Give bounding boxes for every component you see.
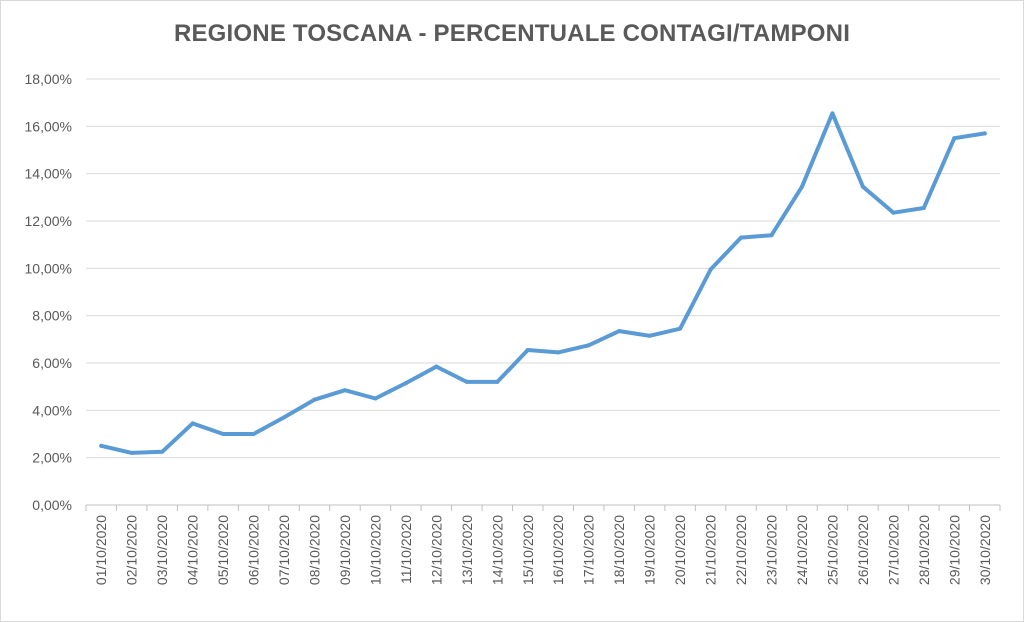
- x-tick-label: 09/10/2020: [337, 515, 353, 585]
- x-tick-label: 29/10/2020: [946, 515, 962, 585]
- x-tick-label: 16/10/2020: [550, 515, 566, 585]
- data-point: [708, 267, 713, 272]
- x-tick-label: 30/10/2020: [977, 515, 993, 585]
- data-point: [860, 184, 865, 189]
- data-point: [830, 111, 835, 116]
- data-point: [799, 184, 804, 189]
- x-tick-label: 18/10/2020: [611, 515, 627, 585]
- data-point: [251, 432, 256, 436]
- data-point: [221, 432, 226, 436]
- x-tick-label: 11/10/2020: [398, 515, 414, 584]
- x-tick-label: 13/10/2020: [459, 515, 475, 585]
- data-point: [129, 450, 134, 455]
- data-point: [99, 443, 104, 448]
- data-point: [282, 415, 287, 420]
- x-axis: [85, 504, 1001, 511]
- x-tick-label: 01/10/2020: [93, 515, 109, 585]
- data-point: [190, 421, 195, 426]
- x-tick-label: 20/10/2020: [672, 515, 688, 585]
- data-point: [678, 326, 683, 331]
- x-tick-label: 08/10/2020: [307, 515, 323, 585]
- x-tick-label: 24/10/2020: [794, 515, 810, 585]
- x-tick-label: 26/10/2020: [855, 515, 871, 585]
- x-tick-label: 07/10/2020: [276, 515, 292, 585]
- y-tick-label: 12,00%: [25, 213, 72, 229]
- y-tick-label: 0,00%: [32, 497, 72, 513]
- y-tick-label: 14,00%: [25, 166, 72, 182]
- data-point: [342, 388, 347, 393]
- y-axis-tick-labels: 0,00% 2,00% 4,00% 6,00% 8,00% 10,00% 12,00% 14,…: [25, 71, 72, 513]
- y-tick-label: 8,00%: [32, 308, 72, 324]
- x-tick-label: 10/10/2020: [367, 515, 383, 585]
- x-tick-label: 21/10/2020: [703, 515, 719, 585]
- x-tick-label: 25/10/2020: [824, 515, 840, 585]
- data-point: [586, 343, 591, 348]
- data-point: [312, 397, 317, 402]
- x-tick-label: 14/10/2020: [489, 515, 505, 585]
- x-tick-label: 12/10/2020: [428, 515, 444, 585]
- data-point: [982, 131, 987, 136]
- x-tick-label: 19/10/2020: [642, 515, 658, 585]
- y-tick-label: 2,00%: [32, 450, 72, 466]
- data-point: [525, 347, 530, 352]
- x-tick-label: 22/10/2020: [733, 515, 749, 585]
- y-tick-label: 4,00%: [32, 402, 72, 418]
- gridlines: [86, 78, 1000, 459]
- series-line-group: [99, 111, 987, 455]
- data-point: [952, 136, 957, 141]
- x-tick-label: 15/10/2020: [520, 515, 536, 585]
- data-point: [373, 396, 378, 401]
- data-point: [739, 235, 744, 240]
- data-point: [434, 364, 439, 369]
- data-point: [495, 379, 500, 384]
- y-tick-label: 16,00%: [25, 118, 72, 134]
- data-point: [921, 205, 926, 210]
- x-tick-label: 23/10/2020: [764, 515, 780, 585]
- y-tick-label: 6,00%: [32, 355, 72, 371]
- x-axis-tick-labels: 01/10/2020 02/10/2020 03/10/2020 04/10/2020…: [93, 515, 993, 585]
- x-tick-label: 17/10/2020: [581, 515, 597, 585]
- series-line: [99, 111, 987, 455]
- y-tick-label: 10,00%: [25, 260, 72, 276]
- data-point: [160, 449, 165, 454]
- x-tick-label: 05/10/2020: [215, 515, 231, 585]
- data-point: [647, 333, 652, 338]
- data-point: [617, 329, 622, 334]
- data-point: [891, 210, 896, 215]
- data-point: [464, 379, 469, 384]
- x-tick-label: 03/10/2020: [154, 515, 170, 585]
- y-tick-label: 18,00%: [25, 71, 72, 87]
- x-tick-label: 04/10/2020: [185, 515, 201, 585]
- x-tick-label: 28/10/2020: [916, 515, 932, 585]
- x-tick-label: 27/10/2020: [885, 515, 901, 585]
- data-point: [769, 233, 774, 238]
- chart-title: REGIONE TOSCANA - PERCENTUALE CONTAGI/TA…: [173, 20, 851, 47]
- x-tick-label: 06/10/2020: [246, 515, 262, 585]
- data-point: [556, 350, 561, 355]
- x-tick-label: 02/10/2020: [124, 515, 140, 585]
- data-point: [403, 381, 408, 386]
